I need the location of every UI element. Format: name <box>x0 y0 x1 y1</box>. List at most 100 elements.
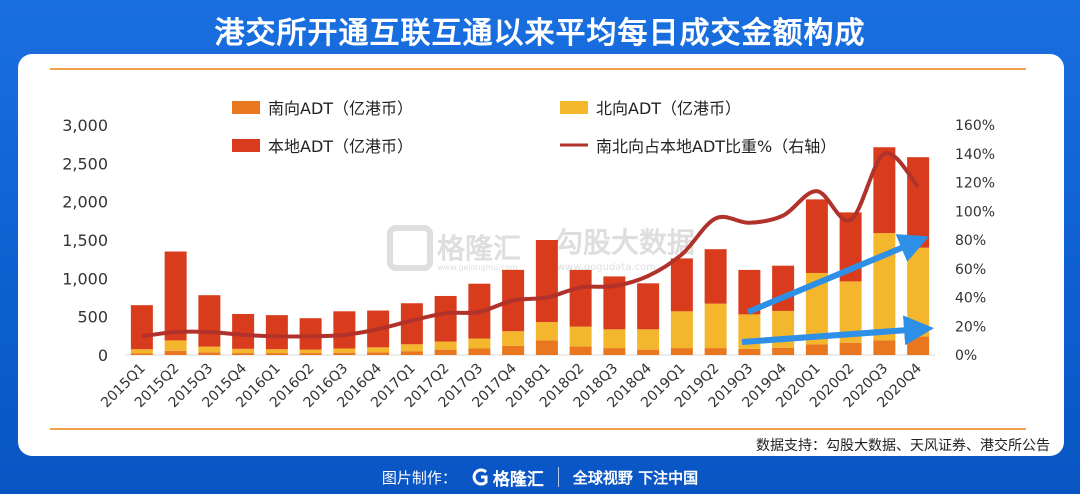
bar-local-2020Q1 <box>805 199 828 273</box>
footer: 图片制作： 格隆汇 全球视野 下注中国 <box>0 462 1080 492</box>
bar-south-2019Q3 <box>738 348 761 355</box>
footer-made-by: 图片制作： <box>381 468 457 487</box>
bar-local-2019Q1 <box>670 258 693 312</box>
bar-south-2016Q3 <box>333 352 356 355</box>
bar-south-2015Q4 <box>232 353 255 355</box>
y-left-tick-label: 1,500 <box>62 231 108 250</box>
gelonghui-logo-icon <box>472 468 488 486</box>
trend-arrows <box>741 234 934 346</box>
bar-south-2017Q3 <box>468 348 491 355</box>
bar-north-2016Q4 <box>367 347 390 353</box>
footer-separator <box>557 467 559 487</box>
legend-label-north: 北向ADT（亿港币） <box>596 99 741 118</box>
watermark-brand-left: 格隆汇 <box>437 232 521 265</box>
bar-north-2017Q3 <box>468 338 491 349</box>
bar-local-2016Q2 <box>299 318 322 350</box>
bar-south-2018Q2 <box>569 346 592 355</box>
watermark-brand-right-sub: www.gogudata.com <box>557 262 656 273</box>
bar-north-2018Q2 <box>569 326 592 347</box>
legend-label-south: 南向ADT（亿港币） <box>268 99 413 118</box>
bar-south-2015Q1 <box>130 353 153 355</box>
footer-brand-name: 格隆汇 <box>492 469 544 490</box>
y-right-tick-label: 80% <box>955 233 986 249</box>
y-left-tick-label: 0 <box>98 346 108 365</box>
legend-label-ratio: 南北向占本地ADT比重%（右轴） <box>596 137 836 156</box>
watermark-brand-left-sub: www.gelonghui.com <box>437 263 518 272</box>
bar-local-2015Q3 <box>198 295 221 347</box>
legend-swatch-north <box>560 101 588 114</box>
bar-local-2018Q3 <box>603 276 626 330</box>
bar-south-2019Q1 <box>670 348 693 355</box>
bar-south-2017Q2 <box>434 349 457 355</box>
y-left-tick-label: 1,000 <box>62 269 108 288</box>
bar-north-2018Q3 <box>603 329 626 349</box>
bar-south-2015Q3 <box>198 352 221 355</box>
y-right-tick-label: 160% <box>955 118 995 134</box>
bar-south-2016Q1 <box>265 353 288 355</box>
bar-local-2017Q1 <box>400 303 423 345</box>
y-left-tick-label: 3,000 <box>62 116 108 135</box>
bar-north-2019Q2 <box>704 303 727 349</box>
bar-local-2018Q4 <box>637 283 660 330</box>
bar-south-2019Q4 <box>772 347 795 355</box>
top-rule <box>50 68 1026 70</box>
y-right-tick-label: 120% <box>955 176 995 192</box>
bar-south-2016Q4 <box>367 352 390 355</box>
y-right-tick-label: 20% <box>955 319 986 335</box>
bar-local-2019Q4 <box>772 265 795 311</box>
bar-south-2018Q4 <box>637 349 660 355</box>
bar-local-2017Q2 <box>434 295 457 342</box>
bar-north-2018Q1 <box>535 322 558 341</box>
trend-arrow-upper <box>746 234 930 315</box>
bar-north-2017Q4 <box>502 331 525 346</box>
bar-local-2019Q3 <box>738 269 761 315</box>
bar-south-2020Q4 <box>907 336 930 355</box>
y-right-tick-label: 60% <box>955 262 986 278</box>
y-right-tick-label: 140% <box>955 147 995 163</box>
bar-north-2017Q2 <box>434 341 457 350</box>
y-right-tick-label: 0% <box>955 348 977 364</box>
bar-south-2015Q2 <box>164 350 187 355</box>
bar-north-2016Q3 <box>333 348 356 353</box>
bar-north-2019Q1 <box>670 311 693 349</box>
legend: 南向ADT（亿港币） 北向ADT（亿港币） 本地ADT（亿港币） 南北向占本地A… <box>232 99 836 156</box>
bar-north-2016Q1 <box>265 349 288 354</box>
y-left-tick-label: 500 <box>77 308 108 327</box>
bar-south-2018Q1 <box>535 340 558 355</box>
bar-south-2020Q1 <box>805 344 828 355</box>
legend-swatch-south <box>232 101 260 114</box>
source-note: 数据支持：勾股大数据、天风证券、港交所公告 <box>756 438 1050 454</box>
bar-north-2015Q3 <box>198 346 221 353</box>
legend-label-local: 本地ADT（亿港币） <box>268 137 413 156</box>
bottom-rule <box>50 428 1026 430</box>
trend-arrow-lower <box>741 315 934 346</box>
bar-local-2019Q2 <box>704 249 727 304</box>
bar-local-2016Q1 <box>265 315 288 350</box>
footer-slogan: 全球视野 下注中国 <box>572 468 699 487</box>
bar-south-2020Q2 <box>839 342 862 355</box>
bar-local-2018Q2 <box>569 269 592 327</box>
bar-local-2015Q1 <box>130 305 153 350</box>
watermark: 格隆汇 www.gelonghui.com 勾股大数据 www.gogudata… <box>387 225 695 273</box>
bar-local-2018Q1 <box>535 240 558 323</box>
bar-north-2016Q2 <box>299 349 322 354</box>
bar-south-2016Q2 <box>299 353 322 355</box>
bar-south-2017Q1 <box>400 351 423 355</box>
bar-south-2017Q4 <box>502 345 525 355</box>
bar-local-2016Q3 <box>333 311 356 349</box>
bar-north-2015Q1 <box>130 349 153 354</box>
bar-local-2015Q2 <box>164 251 187 341</box>
footer-brand: 格隆汇 <box>471 465 544 490</box>
bar-local-2020Q3 <box>873 147 896 234</box>
bar-local-2020Q4 <box>907 157 930 248</box>
bar-north-2015Q4 <box>232 348 255 354</box>
ratio-line <box>141 151 920 339</box>
bar-south-2018Q3 <box>603 348 626 355</box>
bar-north-2020Q4 <box>907 247 930 337</box>
y-left-tick-label: 2,500 <box>62 154 108 173</box>
bar-north-2020Q1 <box>805 272 828 345</box>
watermark-brand-right: 勾股大数据 <box>555 226 695 259</box>
bar-north-2020Q2 <box>839 281 862 343</box>
bar-south-2019Q2 <box>704 348 727 355</box>
